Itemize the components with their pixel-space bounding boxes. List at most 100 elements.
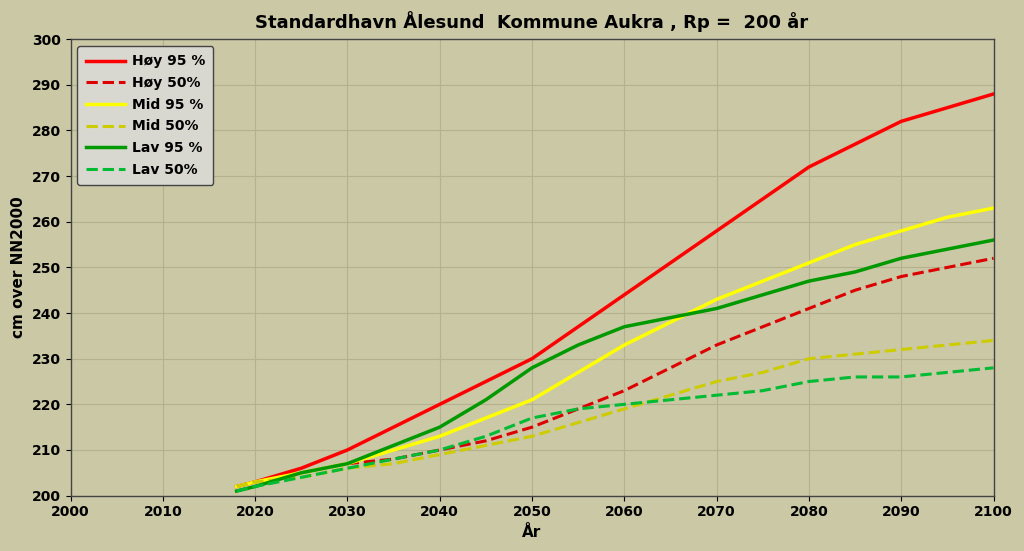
Lav 95 % xyxy=(572,342,585,348)
Høy 95 % xyxy=(526,355,539,362)
Lav 95 % xyxy=(895,255,907,262)
Mid 50% xyxy=(479,442,492,449)
Høy 95 % xyxy=(941,104,953,111)
Lav 50% xyxy=(757,387,769,394)
Lav 50% xyxy=(895,374,907,380)
Mid 95 % xyxy=(433,433,445,440)
Lav 95 % xyxy=(341,460,353,467)
Mid 50% xyxy=(387,460,399,467)
Høy 50% xyxy=(526,424,539,430)
Title: Standardhavn Ålesund  Kommune Aukra , Rp =  200 år: Standardhavn Ålesund Kommune Aukra , Rp … xyxy=(255,11,809,32)
Mid 50% xyxy=(526,433,539,440)
Høy 50% xyxy=(433,447,445,453)
Høy 50% xyxy=(295,469,307,476)
Lav 50% xyxy=(249,483,261,490)
Lav 95 % xyxy=(479,397,492,403)
Lav 50% xyxy=(341,465,353,472)
Mid 95 % xyxy=(572,369,585,376)
Lav 50% xyxy=(803,378,815,385)
Mid 95 % xyxy=(987,205,999,212)
Lav 50% xyxy=(387,456,399,462)
Mid 50% xyxy=(895,346,907,353)
Lav 50% xyxy=(849,374,861,380)
Mid 95 % xyxy=(387,447,399,453)
Lav 50% xyxy=(295,474,307,480)
Lav 50% xyxy=(711,392,723,398)
Høy 50% xyxy=(479,437,492,444)
Lav 95 % xyxy=(249,483,261,490)
Mid 95 % xyxy=(479,415,492,422)
Y-axis label: cm over NN2000: cm over NN2000 xyxy=(11,197,26,338)
X-axis label: År: År xyxy=(522,525,542,540)
Line: Høy 50%: Høy 50% xyxy=(237,258,993,487)
Høy 95 % xyxy=(572,323,585,330)
Høy 50% xyxy=(895,273,907,280)
Høy 50% xyxy=(987,255,999,262)
Mid 95 % xyxy=(895,228,907,234)
Mid 50% xyxy=(295,474,307,480)
Mid 50% xyxy=(618,406,631,412)
Lav 95 % xyxy=(387,442,399,449)
Lav 50% xyxy=(987,365,999,371)
Mid 95 % xyxy=(757,278,769,284)
Høy 95 % xyxy=(295,465,307,472)
Høy 50% xyxy=(849,287,861,294)
Mid 50% xyxy=(341,465,353,472)
Høy 95 % xyxy=(849,141,861,148)
Line: Høy 95 %: Høy 95 % xyxy=(237,94,993,487)
Mid 50% xyxy=(665,392,677,398)
Høy 95 % xyxy=(249,479,261,485)
Mid 95 % xyxy=(665,319,677,326)
Høy 50% xyxy=(941,264,953,271)
Mid 50% xyxy=(941,342,953,348)
Høy 50% xyxy=(230,483,243,490)
Lav 50% xyxy=(230,488,243,494)
Høy 95 % xyxy=(987,91,999,98)
Line: Lav 50%: Lav 50% xyxy=(237,368,993,491)
Lav 95 % xyxy=(526,365,539,371)
Lav 50% xyxy=(526,415,539,422)
Legend: Høy 95 %, Høy 50%, Mid 95 %, Mid 50%, Lav 95 %, Lav 50%: Høy 95 %, Høy 50%, Mid 95 %, Mid 50%, La… xyxy=(78,46,213,185)
Høy 95 % xyxy=(230,483,243,490)
Mid 95 % xyxy=(941,214,953,220)
Høy 50% xyxy=(341,460,353,467)
Høy 95 % xyxy=(895,118,907,125)
Lav 95 % xyxy=(849,269,861,276)
Høy 95 % xyxy=(803,164,815,170)
Lav 50% xyxy=(479,433,492,440)
Lav 95 % xyxy=(618,323,631,330)
Lav 95 % xyxy=(987,237,999,244)
Høy 95 % xyxy=(757,196,769,202)
Lav 95 % xyxy=(230,488,243,494)
Høy 50% xyxy=(757,323,769,330)
Høy 50% xyxy=(618,387,631,394)
Mid 50% xyxy=(849,351,861,358)
Høy 95 % xyxy=(479,378,492,385)
Mid 95 % xyxy=(711,296,723,302)
Mid 95 % xyxy=(526,397,539,403)
Mid 50% xyxy=(572,419,585,426)
Mid 95 % xyxy=(849,241,861,248)
Lav 50% xyxy=(941,369,953,376)
Høy 50% xyxy=(249,479,261,485)
Line: Mid 95 %: Mid 95 % xyxy=(237,208,993,487)
Mid 95 % xyxy=(230,483,243,490)
Høy 50% xyxy=(572,406,585,412)
Mid 95 % xyxy=(249,479,261,485)
Lav 95 % xyxy=(711,305,723,312)
Line: Mid 50%: Mid 50% xyxy=(237,341,993,487)
Høy 95 % xyxy=(665,260,677,266)
Høy 95 % xyxy=(433,401,445,408)
Høy 95 % xyxy=(711,228,723,234)
Lav 95 % xyxy=(665,314,677,321)
Lav 50% xyxy=(665,397,677,403)
Mid 50% xyxy=(711,378,723,385)
Høy 50% xyxy=(711,342,723,348)
Lav 50% xyxy=(433,447,445,453)
Høy 50% xyxy=(803,305,815,312)
Mid 95 % xyxy=(295,469,307,476)
Mid 95 % xyxy=(618,342,631,348)
Mid 50% xyxy=(230,483,243,490)
Lav 95 % xyxy=(941,246,953,252)
Lav 95 % xyxy=(803,278,815,284)
